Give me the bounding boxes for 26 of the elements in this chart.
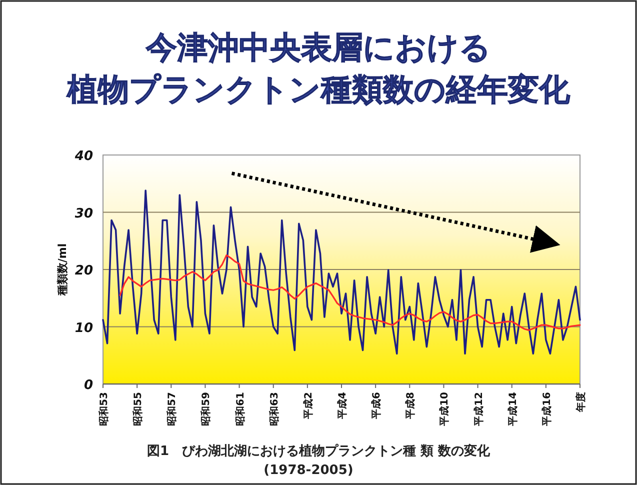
y-tick-label: 0	[84, 378, 93, 393]
y-axis-title: 種類数/ml	[56, 243, 69, 297]
x-tick-label: 平成10	[438, 392, 451, 427]
x-tick-label: 年度	[575, 392, 587, 413]
x-tick-label: 平成8	[404, 392, 417, 420]
x-tick-label: 昭和61	[234, 392, 246, 426]
x-tick-label: 昭和63	[268, 392, 280, 426]
x-tick-label: 平成2	[302, 392, 314, 420]
x-tick-label: 平成6	[370, 392, 383, 420]
x-tick-label: 昭和55	[132, 392, 144, 426]
line-series	[119, 254, 581, 331]
chart-title: 今津沖中央表層における植物プランクトン種類数の経年変化	[66, 30, 571, 108]
y-tick-label: 10	[74, 320, 93, 336]
y-tick-label: 30	[74, 206, 93, 222]
x-tick-label: 平成16	[540, 392, 553, 427]
line-series	[102, 190, 581, 355]
text: (1978-2005)	[264, 463, 354, 478]
y-tick-label: 20	[74, 264, 93, 278]
x-tick-label: 平成4	[336, 392, 348, 420]
x-tick-label: 平成12	[472, 392, 485, 427]
x-tick-label: 昭和53	[98, 392, 110, 426]
y-tick-label: 40	[74, 149, 93, 164]
x-tick-label: 昭和57	[166, 392, 178, 426]
caption: 図1 びわ湖北湖における植物プランクトン種 類 数の変化	[146, 443, 492, 459]
x-tick-label: 平成14	[506, 392, 519, 427]
x-tick-label: 昭和59	[200, 392, 212, 426]
